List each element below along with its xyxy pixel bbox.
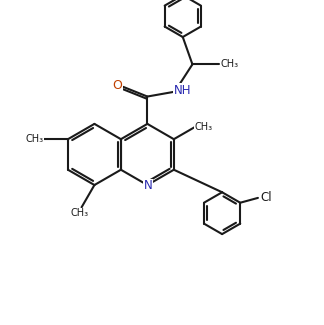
Text: CH₃: CH₃: [71, 208, 89, 218]
Text: Cl: Cl: [260, 191, 272, 204]
Text: CH₃: CH₃: [195, 122, 213, 132]
Text: NH: NH: [174, 84, 191, 97]
Text: N: N: [144, 179, 152, 192]
Text: O: O: [112, 79, 122, 92]
Text: CH₃: CH₃: [220, 59, 238, 69]
Text: CH₃: CH₃: [26, 134, 44, 144]
